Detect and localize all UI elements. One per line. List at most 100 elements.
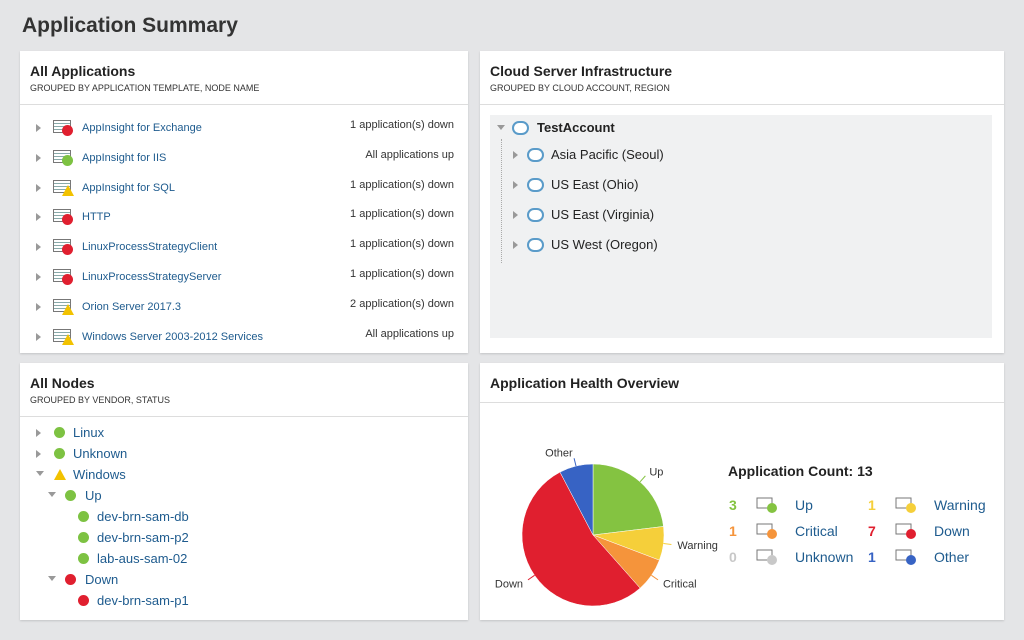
status-up bbox=[54, 448, 65, 459]
legend-status bbox=[906, 555, 916, 565]
panel-subtitle: GROUPED BY CLOUD ACCOUNT, REGION bbox=[490, 83, 670, 93]
legend-count: 1 bbox=[868, 549, 876, 565]
expand-arrow bbox=[36, 213, 41, 222]
panel: All Nodes GROUPED BY VENDOR, STATUS Linu… bbox=[20, 363, 468, 620]
separator bbox=[20, 104, 468, 105]
status-up bbox=[78, 532, 89, 543]
region-name[interactable]: US East (Ohio) bbox=[551, 177, 639, 192]
count-label: Application Count: 13 bbox=[728, 463, 873, 479]
app-name[interactable]: Orion Server 2017.3 bbox=[82, 300, 182, 313]
node-label[interactable]: dev-brn-sam-db bbox=[97, 509, 189, 524]
region-name[interactable]: US East (Virginia) bbox=[551, 207, 655, 222]
app-name[interactable]: LinuxProcessStrategyClient bbox=[82, 241, 218, 254]
legend-status bbox=[906, 529, 916, 539]
status-up bbox=[78, 511, 89, 522]
region-name[interactable]: US West (Oregon) bbox=[551, 237, 658, 252]
app-name[interactable]: AppInsight for IIS bbox=[82, 151, 167, 164]
leader-line bbox=[663, 543, 672, 546]
leader-line bbox=[573, 458, 577, 467]
page-title: Application Summary bbox=[22, 14, 238, 37]
leader-line bbox=[639, 475, 646, 483]
tree-arrow bbox=[36, 450, 41, 458]
node-label[interactable]: Down bbox=[85, 572, 119, 587]
status-up bbox=[62, 154, 73, 166]
tree-line bbox=[501, 139, 502, 263]
app-name[interactable]: AppInsight for Exchange bbox=[82, 122, 202, 134]
expand-arrow bbox=[513, 151, 518, 159]
node-label[interactable]: dev-brn-sam-p2 bbox=[97, 530, 189, 545]
panel-subtitle: GROUPED BY APPLICATION TEMPLATE, NODE NA… bbox=[30, 83, 260, 93]
cloud-icon bbox=[527, 178, 544, 192]
status-warning bbox=[62, 303, 74, 315]
expand-arrow bbox=[36, 273, 41, 281]
collapse-arrow bbox=[497, 125, 505, 130]
legend-count: 1 bbox=[729, 523, 737, 539]
cloud-icon bbox=[527, 148, 544, 162]
panel: Application Health Overview Application … bbox=[480, 363, 1004, 620]
pie-slice bbox=[521, 471, 641, 607]
node-label[interactable]: Linux bbox=[73, 425, 105, 440]
status-warning bbox=[62, 184, 74, 196]
app-name[interactable]: HTTP bbox=[82, 211, 111, 224]
node-label[interactable]: dev-brn-sam-p1 bbox=[97, 593, 189, 608]
expand-arrow bbox=[513, 181, 518, 189]
node-label[interactable]: Windows bbox=[73, 467, 126, 482]
separator bbox=[20, 416, 468, 417]
expand-arrow bbox=[513, 241, 518, 249]
tree-arrow bbox=[48, 492, 56, 497]
expand-arrow bbox=[36, 302, 41, 311]
app-name[interactable]: AppInsight for SQL bbox=[82, 181, 175, 194]
app-status: 1 application(s) down bbox=[350, 178, 454, 191]
panel-title: All Applications bbox=[30, 63, 136, 79]
pie-slice bbox=[559, 463, 594, 536]
app-name[interactable]: Windows Server 2003-2012 Services bbox=[82, 330, 263, 343]
node-label[interactable]: lab-aus-sam-02 bbox=[97, 551, 188, 566]
expand-arrow bbox=[36, 153, 41, 162]
status-up bbox=[65, 490, 76, 501]
legend-label: Critical bbox=[795, 523, 838, 539]
count-text: Application Count: bbox=[728, 463, 854, 479]
region-name[interactable]: Asia Pacific (Seoul) bbox=[551, 147, 664, 162]
app-status: 1 application(s) down bbox=[350, 119, 454, 131]
legend-count: 7 bbox=[868, 523, 876, 539]
slice-label: Up bbox=[649, 466, 663, 478]
app-status: 1 application(s) down bbox=[350, 268, 454, 280]
cloud-icon bbox=[527, 208, 544, 222]
node-label[interactable]: Up bbox=[85, 488, 102, 503]
panel: Cloud Server Infrastructure GROUPED BY C… bbox=[480, 51, 1004, 353]
app-name[interactable]: LinuxProcessStrategyServer bbox=[82, 271, 222, 283]
legend-status bbox=[906, 503, 916, 513]
slice-label: Warning bbox=[677, 540, 718, 552]
legend-status bbox=[767, 503, 777, 513]
tree-arrow bbox=[36, 471, 44, 476]
status-down bbox=[65, 574, 76, 585]
app-status: All applications up bbox=[365, 327, 454, 340]
status-warning bbox=[62, 333, 74, 345]
tree-arrow bbox=[36, 429, 41, 437]
legend-label: Up bbox=[795, 497, 813, 513]
pie-slice bbox=[592, 463, 664, 536]
expand-arrow bbox=[36, 183, 41, 192]
node-label[interactable]: Unknown bbox=[73, 446, 128, 461]
panel-title: Cloud Server Infrastructure bbox=[490, 63, 673, 79]
leader-line bbox=[527, 574, 535, 581]
legend-count: 0 bbox=[729, 549, 737, 565]
legend-count: 1 bbox=[868, 497, 876, 513]
panel: All Applications GROUPED BY APPLICATION … bbox=[20, 51, 468, 353]
tree-area bbox=[490, 115, 992, 338]
legend-status bbox=[767, 555, 777, 565]
panel-subtitle: GROUPED BY VENDOR, STATUS bbox=[30, 395, 171, 405]
slice-label: Critical bbox=[663, 578, 697, 590]
expand-arrow bbox=[36, 332, 41, 341]
legend-label: Unknown bbox=[795, 549, 853, 565]
leader-line bbox=[651, 574, 659, 581]
app-status: 2 application(s) down bbox=[350, 297, 454, 310]
expand-arrow bbox=[36, 124, 41, 132]
count-value: 13 bbox=[857, 463, 873, 479]
slice-label: Other bbox=[545, 447, 573, 459]
legend-label: Down bbox=[934, 523, 970, 539]
legend-label: Warning bbox=[934, 497, 986, 513]
status-down bbox=[62, 274, 73, 285]
legend-status bbox=[767, 529, 777, 539]
